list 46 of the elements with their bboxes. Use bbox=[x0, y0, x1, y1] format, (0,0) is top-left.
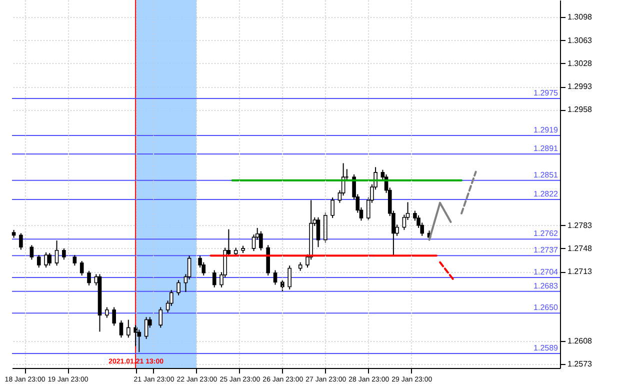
y-tick-label: 1.2958 bbox=[568, 105, 593, 114]
candlestick bbox=[288, 265, 292, 290]
candlestick bbox=[105, 306, 109, 318]
candlestick bbox=[119, 320, 124, 338]
y-tick-label: 1.2783 bbox=[568, 220, 593, 230]
candlestick bbox=[126, 319, 130, 338]
candlestick bbox=[54, 240, 59, 266]
ref-line-label: 1.2919 bbox=[534, 125, 559, 134]
ref-line-label: 1.2822 bbox=[534, 190, 559, 199]
ref-line-label: 1.2589 bbox=[534, 343, 559, 352]
candlestick bbox=[259, 230, 263, 251]
candlestick bbox=[212, 270, 216, 288]
candlestick bbox=[72, 254, 77, 266]
candlestick bbox=[80, 260, 84, 276]
candlestick bbox=[330, 197, 334, 219]
candlestick bbox=[137, 329, 142, 353]
ref-line-label: 1.2891 bbox=[534, 144, 559, 153]
y-tick-label: 1.3028 bbox=[568, 58, 593, 68]
y-tick-label: 1.2748 bbox=[568, 244, 593, 253]
ref-line-label: 1.2762 bbox=[534, 229, 559, 238]
ref-line-label: 1.2704 bbox=[534, 267, 559, 276]
candlestick bbox=[44, 252, 48, 268]
candlestick bbox=[48, 252, 52, 266]
candlestick bbox=[273, 270, 278, 286]
candlestick bbox=[19, 232, 23, 250]
y-tick-label: 1.2573 bbox=[568, 360, 593, 369]
y-tick-label: 1.2713 bbox=[568, 267, 593, 276]
y-tick-label: 1.3063 bbox=[568, 36, 593, 45]
y-tick-label: 1.3098 bbox=[568, 12, 593, 22]
candlestick bbox=[87, 270, 91, 286]
ref-line-label: 1.2737 bbox=[534, 246, 559, 255]
candlestick bbox=[316, 216, 320, 248]
candlestick bbox=[280, 278, 284, 292]
candlestick bbox=[158, 306, 163, 328]
candlestick bbox=[112, 306, 116, 326]
candlestick bbox=[176, 280, 180, 296]
candlestick bbox=[30, 244, 34, 260]
ref-line-label: 1.2650 bbox=[534, 303, 559, 312]
y-tick-label: 1.2993 bbox=[568, 82, 593, 92]
ref-line-label: 1.2975 bbox=[534, 88, 559, 98]
candlestick bbox=[62, 248, 66, 260]
y-tick-label: 1.2608 bbox=[568, 336, 593, 346]
candlestick bbox=[144, 316, 148, 340]
ref-line-label: 1.2851 bbox=[534, 170, 559, 180]
candlestick bbox=[36, 254, 41, 268]
ref-line-label: 1.2683 bbox=[534, 281, 559, 290]
